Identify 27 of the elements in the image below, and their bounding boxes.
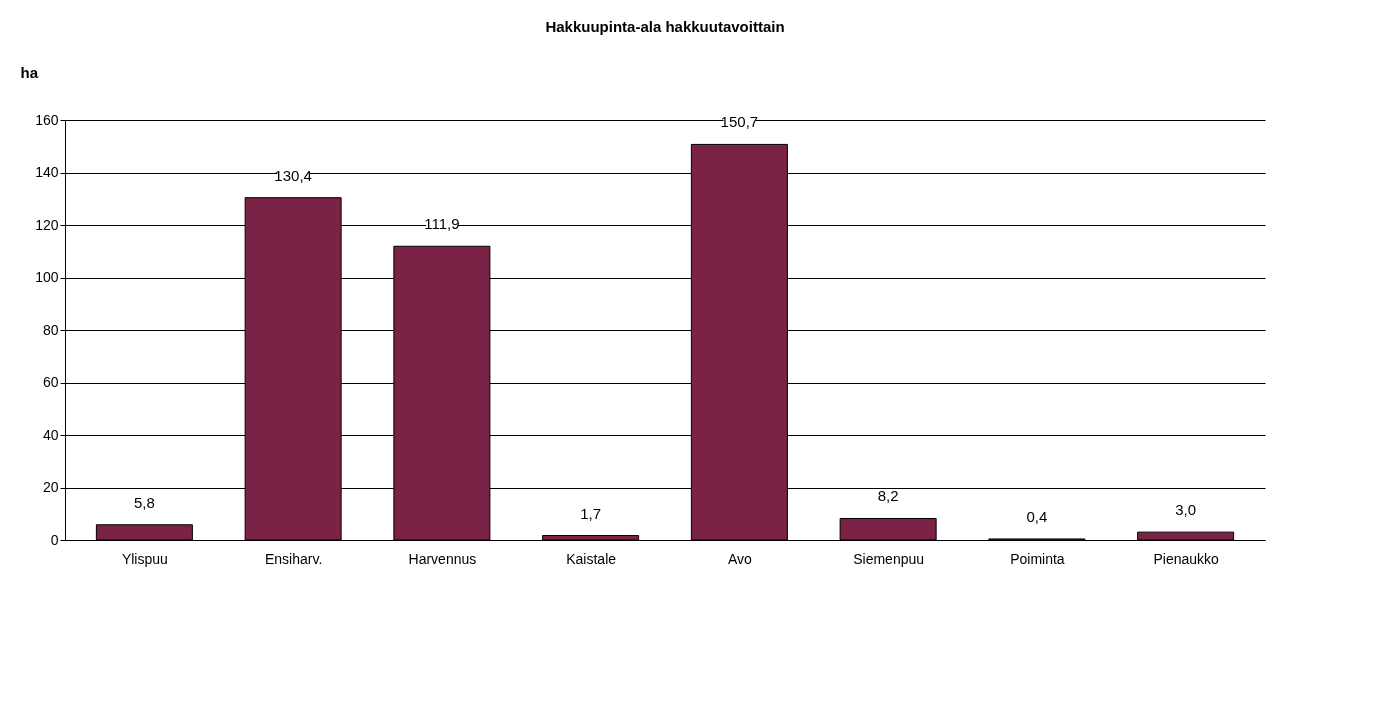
x-tick-label: Siemenpuu [853, 550, 925, 567]
data-label: 130,4 [274, 166, 312, 184]
data-label: 1,7 [580, 504, 602, 522]
data-label: 0,4 [1026, 507, 1048, 525]
data-label: 8,2 [877, 487, 899, 505]
y-tick-label: 0 [50, 531, 59, 548]
x-tick-label: Poiminta [1010, 550, 1065, 567]
y-tick-label: 160 [35, 111, 59, 128]
x-tick-label: Kaistale [566, 550, 617, 567]
chart-title: Hakkuupinta-ala hakkuutavoittain [545, 18, 785, 35]
y-tick-label: 80 [42, 321, 59, 338]
x-tick-label: Harvennus [408, 550, 477, 567]
x-tick-label: Ylispuu [121, 550, 168, 567]
y-tick-label: 100 [35, 269, 59, 285]
y-tick-label: 60 [42, 374, 59, 390]
y-tick-label: 40 [42, 426, 59, 443]
y-tick-label: 120 [35, 216, 59, 233]
x-tick-label: Avo [727, 550, 753, 567]
x-tick-label: Ensiharv. [264, 550, 323, 567]
data-label: 3,0 [1175, 501, 1197, 519]
y-tick-label: 140 [35, 164, 59, 180]
data-label: 5,8 [133, 493, 155, 511]
y-tick-label: 20 [42, 479, 59, 495]
data-label: 150,7 [720, 113, 759, 131]
y-axis-title: ha [20, 63, 39, 81]
x-tick-label: Pienaukko [1153, 550, 1220, 567]
data-label: 111,9 [424, 215, 460, 233]
